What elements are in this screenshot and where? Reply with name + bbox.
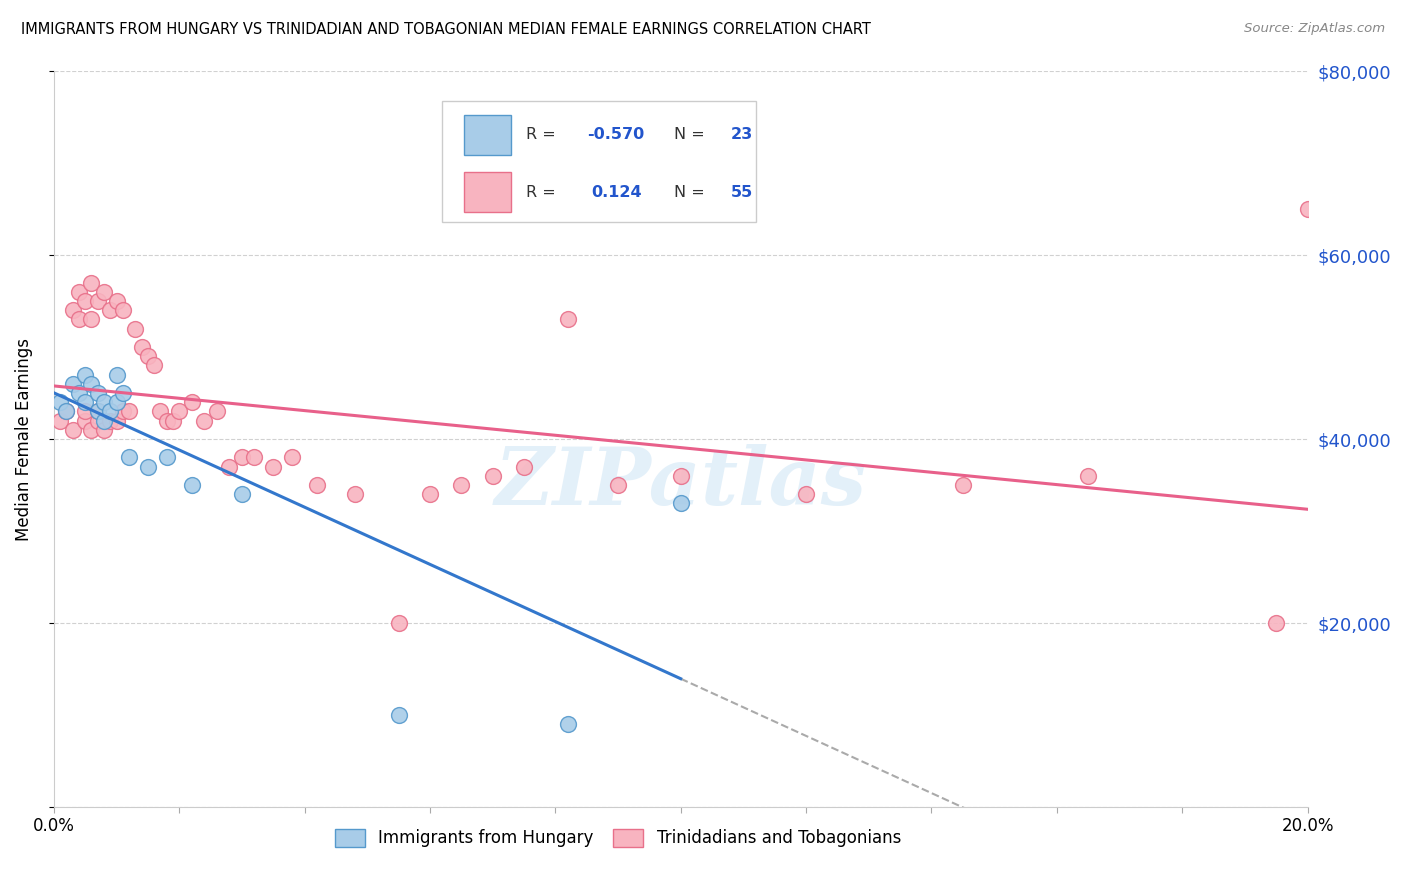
Point xyxy=(124,321,146,335)
Point xyxy=(86,404,108,418)
Text: N =: N = xyxy=(675,128,710,143)
Point xyxy=(513,459,536,474)
Point xyxy=(193,414,215,428)
Text: 23: 23 xyxy=(731,128,754,143)
Point xyxy=(62,303,84,318)
Point xyxy=(55,404,77,418)
Point xyxy=(75,294,97,309)
Text: R =: R = xyxy=(526,128,561,143)
Point xyxy=(180,478,202,492)
Point xyxy=(98,303,121,318)
Point xyxy=(419,487,441,501)
Point xyxy=(557,717,579,731)
Point xyxy=(281,450,304,465)
Point xyxy=(118,404,141,418)
Point xyxy=(156,414,179,428)
Point xyxy=(387,708,409,723)
Point xyxy=(205,404,228,418)
Point xyxy=(557,312,579,326)
Point xyxy=(1265,615,1288,630)
Text: R =: R = xyxy=(526,185,561,200)
Point xyxy=(167,404,190,418)
Point xyxy=(86,294,108,309)
Point xyxy=(669,496,692,510)
Point xyxy=(111,303,134,318)
Point xyxy=(794,487,817,501)
Point xyxy=(93,395,115,409)
Point xyxy=(262,459,284,474)
Point xyxy=(136,459,159,474)
Point xyxy=(67,312,90,326)
Point xyxy=(55,404,77,418)
Point xyxy=(180,395,202,409)
Point xyxy=(80,376,103,391)
Point xyxy=(49,414,72,428)
Point xyxy=(105,395,128,409)
Point xyxy=(75,404,97,418)
Point xyxy=(75,414,97,428)
Point xyxy=(1296,202,1319,216)
Point xyxy=(1077,468,1099,483)
Point xyxy=(952,478,974,492)
Point xyxy=(67,386,90,401)
Text: 0.124: 0.124 xyxy=(592,185,643,200)
Legend: Immigrants from Hungary, Trinidadians and Tobagonians: Immigrants from Hungary, Trinidadians an… xyxy=(328,822,908,854)
Bar xyxy=(464,115,512,155)
Point xyxy=(98,414,121,428)
Point xyxy=(49,395,72,409)
Point xyxy=(86,404,108,418)
Point xyxy=(80,312,103,326)
Point xyxy=(131,340,153,354)
Point xyxy=(669,468,692,483)
Point xyxy=(93,285,115,299)
Y-axis label: Median Female Earnings: Median Female Earnings xyxy=(15,337,32,541)
Point xyxy=(105,414,128,428)
Text: IMMIGRANTS FROM HUNGARY VS TRINIDADIAN AND TOBAGONIAN MEDIAN FEMALE EARNINGS COR: IMMIGRANTS FROM HUNGARY VS TRINIDADIAN A… xyxy=(21,22,870,37)
Point xyxy=(62,376,84,391)
Point xyxy=(156,450,179,465)
Point xyxy=(93,423,115,437)
Text: -0.570: -0.570 xyxy=(586,128,644,143)
Point xyxy=(149,404,172,418)
Text: 55: 55 xyxy=(731,185,754,200)
Text: N =: N = xyxy=(675,185,710,200)
Point xyxy=(136,349,159,363)
Point xyxy=(62,423,84,437)
Point xyxy=(111,386,134,401)
Point xyxy=(111,404,134,418)
Text: Source: ZipAtlas.com: Source: ZipAtlas.com xyxy=(1244,22,1385,36)
Point xyxy=(105,294,128,309)
Point xyxy=(307,478,329,492)
Point xyxy=(231,450,253,465)
Point xyxy=(143,359,166,373)
Point xyxy=(80,423,103,437)
Point xyxy=(450,478,472,492)
Point xyxy=(243,450,266,465)
Point xyxy=(75,395,97,409)
Point xyxy=(218,459,240,474)
Point xyxy=(607,478,630,492)
FancyBboxPatch shape xyxy=(443,101,756,222)
Point xyxy=(231,487,253,501)
Text: ZIPatlas: ZIPatlas xyxy=(495,444,866,522)
Point xyxy=(80,276,103,290)
Point xyxy=(118,450,141,465)
Point xyxy=(98,404,121,418)
Point xyxy=(67,285,90,299)
Point xyxy=(75,368,97,382)
Point xyxy=(481,468,503,483)
Point xyxy=(93,414,115,428)
Point xyxy=(86,414,108,428)
Point xyxy=(86,386,108,401)
Point xyxy=(387,615,409,630)
Point xyxy=(105,368,128,382)
Point xyxy=(343,487,366,501)
Point xyxy=(162,414,184,428)
Bar xyxy=(464,172,512,212)
